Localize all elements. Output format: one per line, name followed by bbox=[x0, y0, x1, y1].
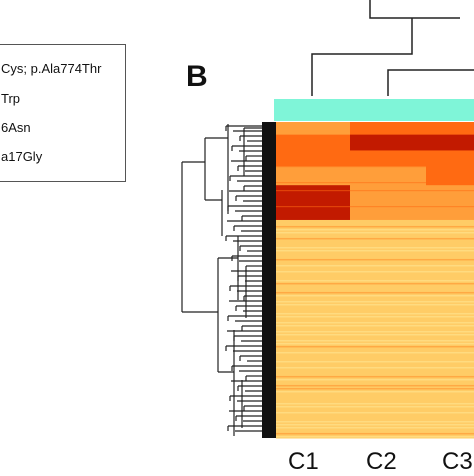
heatmap-row-stripe bbox=[276, 315, 474, 318]
heatmap-row-stripe bbox=[276, 206, 474, 208]
column-label-c3: C3 bbox=[442, 448, 473, 475]
legend-line-1: Cys; p.Ala774Thr bbox=[1, 61, 102, 76]
column-label-c1: C1 bbox=[288, 448, 319, 475]
heatmap-row-stripe bbox=[276, 300, 474, 303]
heatmap-row-stripe bbox=[276, 190, 474, 192]
heatmap-cell-c3-band-1 bbox=[426, 134, 474, 151]
heatmap-row-stripe bbox=[276, 333, 474, 336]
heatmap-row-stripe bbox=[276, 303, 474, 306]
heatmap-row-stripe bbox=[276, 366, 474, 369]
heatmap-cell-c3-band-5 bbox=[426, 219, 474, 439]
heatmap-row-stripe bbox=[276, 378, 474, 381]
heatmap-cell-c2-band-1 bbox=[350, 134, 426, 151]
heatmap-row-stripe bbox=[276, 182, 474, 184]
heatmap-row-stripe bbox=[276, 351, 474, 354]
heatmap-row-stripe bbox=[276, 345, 474, 348]
legend-line-4: a17Gly bbox=[1, 149, 43, 164]
heatmap-cell-c1-band-5 bbox=[276, 219, 350, 439]
heatmap-row-stripe bbox=[276, 279, 474, 282]
heatmap-row-stripe bbox=[276, 282, 474, 285]
row-dendro-upper bbox=[204, 137, 228, 201]
heatmap-row-stripe bbox=[276, 405, 474, 408]
heatmap-row-stripe bbox=[276, 324, 474, 327]
heatmap-cell-c2-band-3 bbox=[350, 166, 426, 186]
row-dendrogram bbox=[181, 124, 262, 436]
row-dendro-lower bbox=[217, 257, 238, 373]
heatmap-cell-c1-band-1 bbox=[276, 134, 350, 151]
heatmap-row-stripe bbox=[276, 387, 474, 390]
col-dendro-top bbox=[369, 0, 460, 19]
heatmap-row-stripe bbox=[276, 166, 474, 168]
heatmap-row-stripe bbox=[276, 264, 474, 267]
heatmap-cell-c1-band-0 bbox=[276, 122, 350, 136]
heatmap-row-stripe bbox=[276, 432, 474, 435]
legend-box: Cys; p.Ala774Thr Trp 6Asn a17Gly bbox=[0, 44, 126, 182]
heatmap-row-stripe bbox=[276, 390, 474, 393]
heatmap-row-stripe bbox=[276, 384, 474, 387]
col-dendro-right bbox=[387, 69, 474, 96]
heatmap-row-stripe bbox=[276, 228, 474, 231]
heatmap-row-stripe bbox=[276, 342, 474, 345]
heatmap-row-stripe bbox=[276, 291, 474, 294]
heatmap-cell-c1-band-2 bbox=[276, 150, 350, 167]
heatmap-cell-c3-band-3 bbox=[426, 166, 474, 186]
heatmap-cell-c2-band-0 bbox=[350, 122, 426, 136]
heatmap-row-stripe bbox=[276, 423, 474, 426]
row-dendro-branch bbox=[243, 127, 262, 176]
heatmap-row-stripe bbox=[276, 231, 474, 234]
col-dendro-left bbox=[311, 18, 413, 96]
heatmap-cell-c2-band-5 bbox=[350, 219, 426, 439]
heatmap-row-stripe bbox=[276, 154, 474, 156]
row-dendro-root bbox=[181, 161, 218, 313]
row-tick-bar bbox=[262, 122, 276, 438]
heatmap-cell-c3-band-0 bbox=[426, 122, 474, 136]
heatmap-row-stripe bbox=[276, 225, 474, 228]
heatmap-row-stripe bbox=[276, 258, 474, 261]
heatmap-row-stripe bbox=[276, 420, 474, 423]
column-group-bar bbox=[274, 99, 474, 121]
legend-line-2: Trp bbox=[1, 91, 21, 106]
heatmap-stripes bbox=[276, 154, 474, 438]
legend-line-3: 6Asn bbox=[1, 120, 31, 135]
heatmap-cell-c2-band-2 bbox=[350, 150, 426, 167]
heatmap-row-stripe bbox=[276, 339, 474, 342]
heatmap-row-stripe bbox=[276, 294, 474, 297]
heatmap-row-stripe bbox=[276, 237, 474, 240]
heatmap-row-stripe bbox=[276, 426, 474, 429]
column-label-c2: C2 bbox=[366, 448, 397, 475]
heatmap-cell-c1-band-3 bbox=[276, 166, 350, 186]
heatmap-row-stripe bbox=[276, 321, 474, 324]
heatmap-row-stripe bbox=[276, 375, 474, 378]
column-dendrogram bbox=[311, 0, 474, 96]
heatmap-row-stripe bbox=[276, 411, 474, 414]
heatmap-row-stripe bbox=[276, 330, 474, 333]
heatmap-cell-c3-band-2 bbox=[426, 150, 474, 167]
heatmap-row-stripe bbox=[276, 312, 474, 315]
heatmap-row-stripe bbox=[276, 246, 474, 249]
heatmap-row-stripe bbox=[276, 402, 474, 405]
heatmap-row-stripe bbox=[276, 435, 474, 438]
heatmap-row-stripe bbox=[276, 270, 474, 273]
heatmap-row-stripe bbox=[276, 360, 474, 363]
panel-label: B bbox=[186, 60, 208, 93]
heatmap-row-stripe bbox=[276, 249, 474, 252]
